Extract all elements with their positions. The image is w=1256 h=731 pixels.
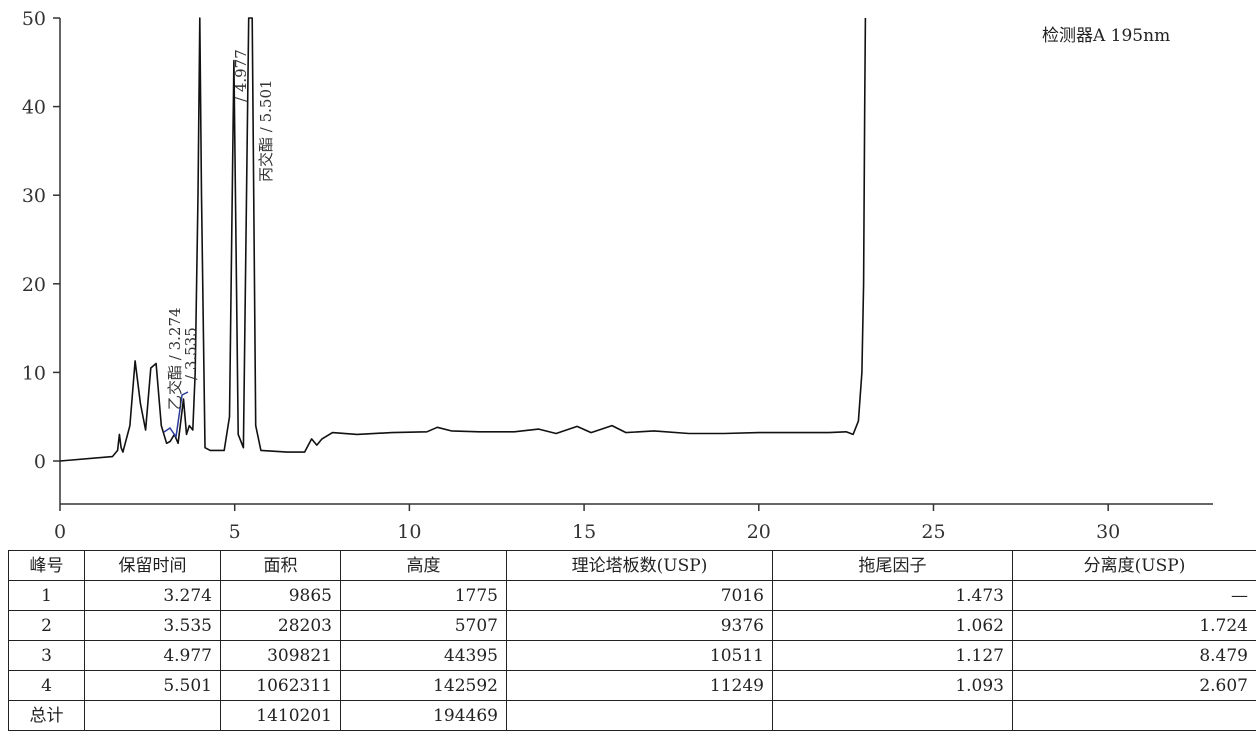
y-tick-label: 20 (22, 274, 46, 296)
axes (59, 18, 1213, 505)
header-retention-time: 保留时间 (84, 550, 221, 581)
x-tick-label: 5 (229, 521, 241, 543)
cell-plates (506, 700, 773, 731)
table-row: 3 4.977 309821 44395 10511 1.127 8.479 (8, 640, 1256, 671)
cell-peak-no: 4 (8, 670, 85, 701)
peak-label-1: 乙交酯 / 3.274 (166, 307, 184, 410)
cell-peak-no: 1 (8, 580, 85, 611)
cell-retention-time (84, 700, 221, 731)
y-ticks: 0 10 20 30 40 50 (22, 8, 60, 473)
cell-tailing: 1.473 (772, 580, 1013, 611)
cell-height: 44395 (340, 640, 507, 671)
detector-label: 检测器A 195nm (1042, 26, 1170, 46)
peak-label-2: / 3.535 (182, 327, 200, 380)
header-resolution: 分离度(USP) (1012, 550, 1256, 581)
cell-tailing: 1.127 (772, 640, 1013, 671)
cell-retention-time: 3.535 (84, 610, 221, 641)
cell-area: 309821 (220, 640, 341, 671)
cell-plates: 10511 (506, 640, 773, 671)
x-tick-label: 30 (1096, 521, 1120, 543)
table-header-row: 峰号 保留时间 面积 高度 理论塔板数(USP) 拖尾因子 分离度(USP) (8, 550, 1256, 581)
cell-height: 142592 (340, 670, 507, 701)
cell-tailing (772, 700, 1013, 731)
cell-height: 5707 (340, 610, 507, 641)
signal-trace (59, 17, 867, 462)
header-area: 面积 (220, 550, 341, 581)
cell-area: 9865 (220, 580, 341, 611)
cell-peak-no: 3 (8, 640, 85, 671)
header-tailing: 拖尾因子 (772, 550, 1013, 581)
x-tick-label: 20 (747, 521, 771, 543)
peak-labels: 乙交酯 / 3.274 / 3.535 / 4.977 丙交酯 / 5.501 (166, 49, 275, 410)
peak-table: 峰号 保留时间 面积 高度 理论塔板数(USP) 拖尾因子 分离度(USP) 1… (8, 550, 1256, 731)
y-tick-label: 10 (22, 362, 46, 384)
cell-resolution: — (1012, 580, 1256, 611)
cell-retention-time: 4.977 (84, 640, 221, 671)
cell-plates: 9376 (506, 610, 773, 641)
x-tick-label: 15 (572, 521, 596, 543)
cell-area: 28203 (220, 610, 341, 641)
header-plates: 理论塔板数(USP) (506, 550, 773, 581)
cell-retention-time: 5.501 (84, 670, 221, 701)
cell-height: 1775 (340, 580, 507, 611)
peak-label-4: 丙交酯 / 5.501 (257, 79, 275, 182)
header-height: 高度 (340, 550, 507, 581)
header-peak-no: 峰号 (8, 550, 85, 581)
table-row: 1 3.274 9865 1775 7016 1.473 — (8, 580, 1256, 611)
cell-total-label: 总计 (8, 700, 85, 731)
cell-resolution: 2.607 (1012, 670, 1256, 701)
cell-resolution: 8.479 (1012, 640, 1256, 671)
integration-baseline-1 (163, 426, 177, 438)
cell-total-height: 194469 (340, 700, 507, 731)
table-row: 4 5.501 1062311 142592 11249 1.093 2.607 (8, 670, 1256, 701)
y-tick-label: 30 (22, 185, 46, 207)
y-tick-label: 50 (22, 8, 46, 30)
cell-retention-time: 3.274 (84, 580, 221, 611)
cell-tailing: 1.093 (772, 670, 1013, 701)
cell-resolution (1012, 700, 1256, 731)
cell-total-area: 1410201 (220, 700, 341, 731)
x-tick-label: 0 (54, 521, 66, 543)
x-ticks: 0 5 10 15 20 25 30 (54, 504, 1120, 543)
x-tick-label: 25 (921, 521, 945, 543)
cell-peak-no: 2 (8, 610, 85, 641)
y-tick-label: 40 (22, 97, 46, 119)
peak-label-3: / 4.977 (232, 49, 250, 102)
cell-area: 1062311 (220, 670, 341, 701)
cell-resolution: 1.724 (1012, 610, 1256, 641)
table-row: 2 3.535 28203 5707 9376 1.062 1.724 (8, 610, 1256, 641)
cell-tailing: 1.062 (772, 610, 1013, 641)
chromatogram: 0 10 20 30 40 50 0 5 10 15 20 25 30 乙交酯 / 3.274 / 3… (22, 8, 1213, 543)
table-total-row: 总计 1410201 194469 (8, 700, 1256, 731)
cell-plates: 11249 (506, 670, 773, 701)
cell-plates: 7016 (506, 580, 773, 611)
y-tick-label: 0 (34, 451, 46, 473)
x-tick-label: 10 (397, 521, 421, 543)
integration-baseline-2 (175, 391, 189, 438)
